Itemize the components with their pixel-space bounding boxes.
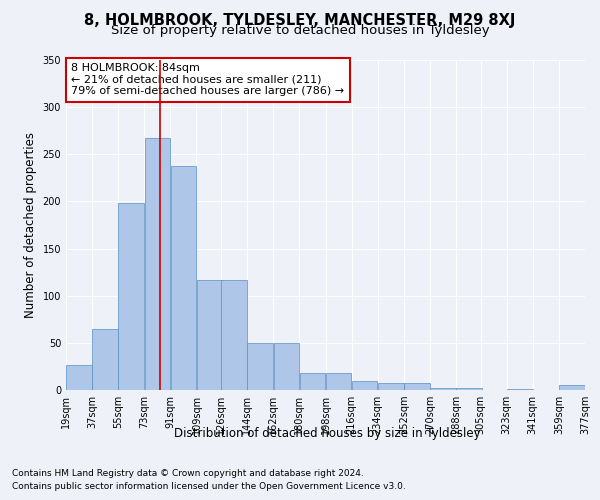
Bar [326,373,352,390]
Text: Contains HM Land Registry data © Crown copyright and database right 2024.: Contains HM Land Registry data © Crown c… [12,468,364,477]
Bar [507,389,533,390]
Bar [456,388,482,390]
Bar [197,280,223,390]
Bar [247,343,273,390]
Text: Distribution of detached houses by size in Tyldesley: Distribution of detached houses by size … [173,428,481,440]
Bar [559,386,585,390]
Bar [299,373,325,390]
Bar [274,343,299,390]
Y-axis label: Number of detached properties: Number of detached properties [24,132,37,318]
Bar [352,380,377,390]
Bar [378,384,404,390]
Bar [118,204,144,390]
Bar [170,166,196,390]
Bar [221,280,247,390]
Bar [145,138,170,390]
Text: Size of property relative to detached houses in Tyldesley: Size of property relative to detached ho… [110,24,490,37]
Bar [92,328,118,390]
Text: 8, HOLMBROOK, TYLDESLEY, MANCHESTER, M29 8XJ: 8, HOLMBROOK, TYLDESLEY, MANCHESTER, M29… [85,12,515,28]
Text: Contains public sector information licensed under the Open Government Licence v3: Contains public sector information licen… [12,482,406,491]
Bar [404,384,430,390]
Bar [430,388,456,390]
Bar [66,364,92,390]
Text: 8 HOLMBROOK: 84sqm
← 21% of detached houses are smaller (211)
79% of semi-detach: 8 HOLMBROOK: 84sqm ← 21% of detached hou… [71,64,344,96]
